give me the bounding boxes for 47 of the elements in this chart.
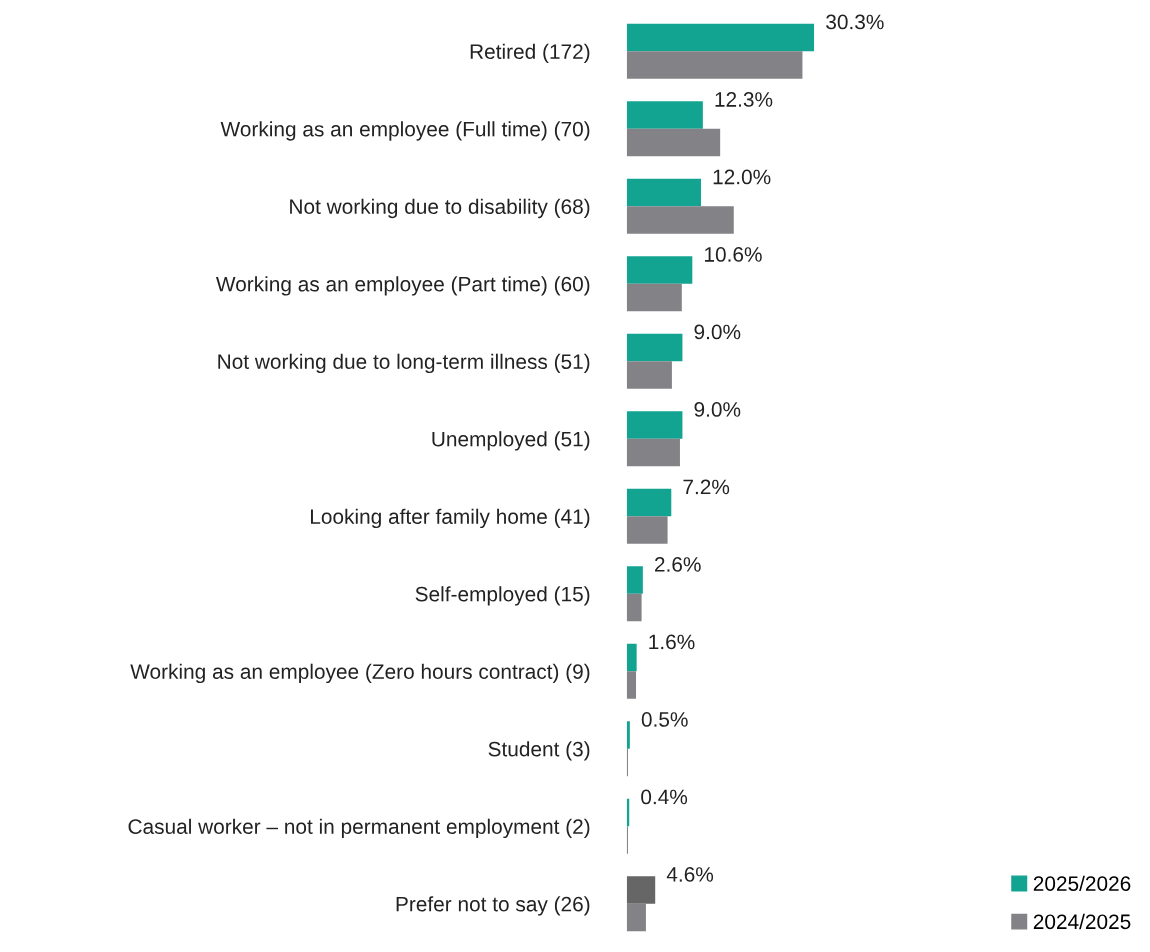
data-label: 12.3% <box>715 92 773 107</box>
y-tick-label: Working as an employee (Part time) (60) <box>215 276 590 296</box>
bar <box>626 411 683 439</box>
y-tick-label: Prefer not to say (26) <box>396 896 590 916</box>
y-tick-label: Working as an employee (Zero hours contract) (9) <box>130 663 590 684</box>
bar <box>626 206 734 234</box>
bar <box>626 333 683 362</box>
bar <box>626 438 680 467</box>
data-label: 2.6% <box>654 557 701 572</box>
y-tick-label: Self-employed (15) <box>415 586 590 606</box>
bar <box>626 671 637 699</box>
bar <box>626 101 703 129</box>
bar <box>626 903 646 932</box>
data-label: 9.0% <box>694 402 741 417</box>
legend-label: 2025/2026 <box>1033 875 1131 891</box>
bar <box>626 721 630 749</box>
data-label: 10.6% <box>705 247 762 262</box>
bar <box>626 178 701 207</box>
bar <box>626 51 803 79</box>
bar <box>626 876 656 904</box>
bar <box>626 593 642 622</box>
legend-label: 2024/2025 <box>1033 913 1131 930</box>
y-tick-label: Working as an employee (Full time) (70) <box>220 121 590 141</box>
bar <box>626 361 672 389</box>
y-tick-label: Casual worker – not in permanent employment (2) <box>128 818 590 839</box>
y-tick-label: Not working due to long-term illness (51) <box>218 353 590 374</box>
bar <box>626 283 682 312</box>
data-label: 4.6% <box>666 867 714 882</box>
data-label: 9.0% <box>694 324 741 340</box>
data-label: 30.3% <box>826 14 884 30</box>
y-tick-label: Not working due to disability (68) <box>290 198 590 219</box>
bar <box>626 256 693 284</box>
y-tick-label: Unemployed (51) <box>432 431 590 451</box>
bar <box>626 566 643 594</box>
bar <box>626 23 815 52</box>
y-tick-label: Looking after family home (41) <box>310 508 590 529</box>
bar <box>626 488 672 517</box>
data-label: 7.2% <box>683 479 730 495</box>
data-label: 1.6% <box>649 634 695 650</box>
bar <box>626 516 668 544</box>
data-label: 0.4% <box>641 789 688 805</box>
data-label: 0.5% <box>641 712 688 727</box>
data-label: 12.0% <box>713 169 771 185</box>
y-tick-label: Retired (172) <box>470 43 590 64</box>
bar <box>626 643 637 672</box>
bar <box>626 128 721 157</box>
y-tick-label: Student (3) <box>488 741 590 761</box>
